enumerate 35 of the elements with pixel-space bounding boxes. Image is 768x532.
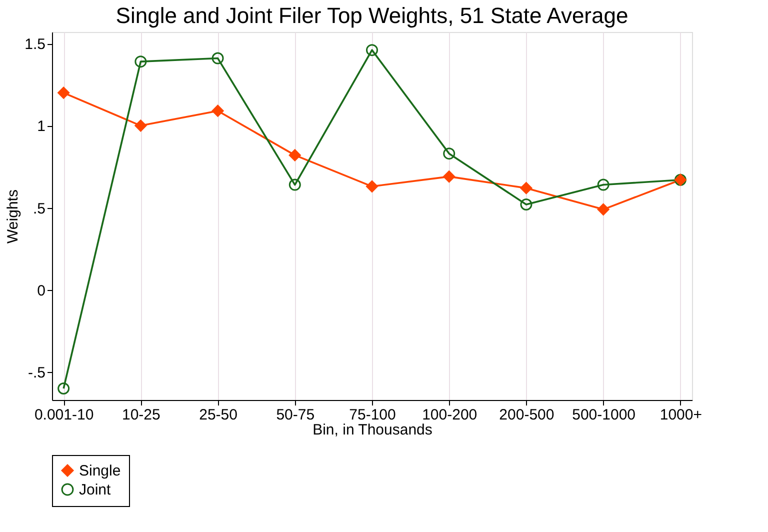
point [134,120,147,132]
legend-label: Single [79,462,121,480]
point [212,104,224,117]
y-axis-title: Weights [4,190,22,244]
point [443,148,456,160]
y-tick-label: 0 [37,282,46,300]
x-tick-label: 50-75 [276,406,315,424]
point [366,180,378,192]
point [366,44,378,56]
x-tick-label: 25-50 [199,406,238,424]
x-tick-label: 100-200 [422,406,478,424]
point [58,382,70,394]
x-axis-title: Bin, in Thousands [312,422,432,438]
point [58,86,70,99]
x-tick-label: 75-100 [349,406,396,424]
point [288,149,301,162]
x-tick-label: 200-500 [499,406,554,424]
y-tick-label: -.5 [28,364,46,382]
point [597,178,610,191]
x-tick-label: 1000+ [660,406,702,424]
point [134,56,147,68]
x-tick-label: 0.001-10 [34,406,94,424]
chart-title: Single and Joint Filer Top Weights, 51 State Average [116,3,628,28]
y-tick-label: 1 [37,118,46,136]
legend-label: Joint [79,482,112,498]
point [520,198,532,210]
point [443,170,456,183]
x-tick-label: 10-25 [122,406,160,424]
point [520,182,532,194]
y-tick-label: .5 [32,200,46,218]
y-tick-label: 1.5 [24,36,46,53]
point [212,52,224,64]
point [597,203,610,216]
point [288,178,301,191]
x-tick-label: 500-1000 [572,406,636,424]
